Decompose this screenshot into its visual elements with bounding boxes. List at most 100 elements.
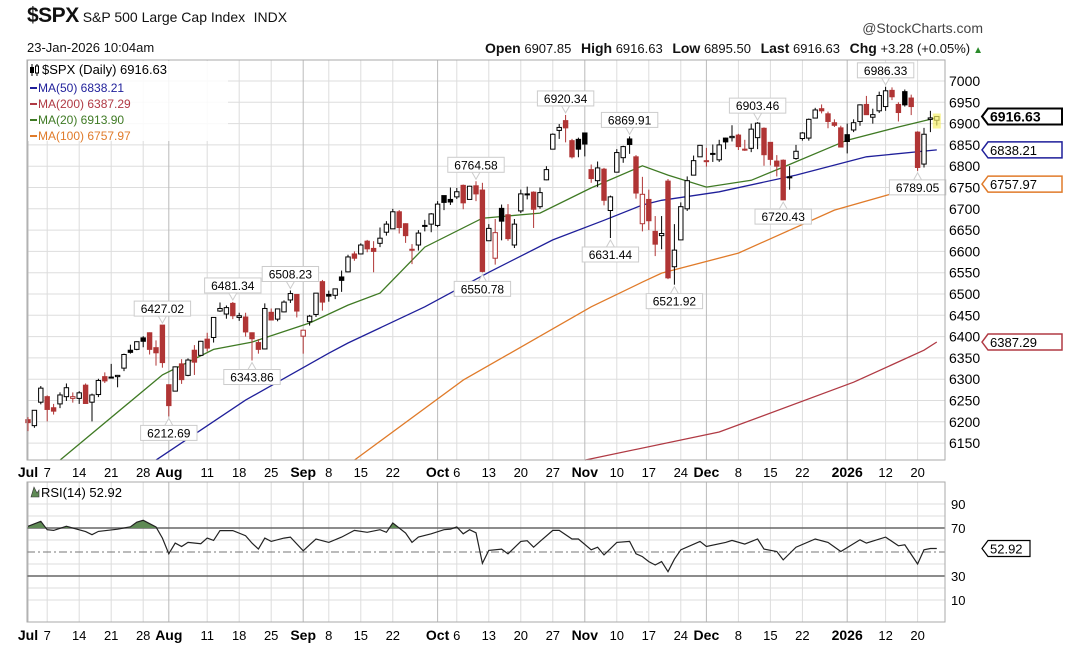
annotation-box — [600, 111, 659, 128]
candle-body — [786, 176, 793, 179]
candle-body — [767, 141, 774, 160]
annotation-pointer — [625, 127, 635, 136]
ma50-tag: 6838.21 — [990, 143, 1037, 158]
candle-body — [882, 90, 889, 108]
annotation-box — [645, 293, 704, 310]
date-tick-label: Dec — [694, 627, 720, 643]
ma100-line — [354, 183, 937, 461]
date-tick-label: 20 — [514, 465, 528, 480]
date-tick-label: 10 — [610, 628, 624, 643]
date-tick-label: Jul — [18, 464, 38, 480]
candle-body — [716, 144, 722, 161]
date-tick-label: 15 — [763, 465, 777, 480]
candle-body — [633, 156, 639, 194]
annotation-pointer — [164, 417, 174, 426]
candle-body — [729, 135, 735, 139]
date-tick-label: 7 — [44, 628, 51, 643]
candle-body — [306, 315, 313, 323]
candle-body — [479, 189, 486, 272]
candle-body — [383, 223, 390, 233]
date-tick-label: Nov — [572, 627, 599, 643]
price-tick-label: 6200 — [949, 414, 980, 430]
candle-body — [121, 353, 127, 369]
candle-body — [300, 329, 306, 337]
date-tick-label: Aug — [155, 464, 182, 480]
candle-body — [441, 195, 447, 203]
candle-body — [281, 301, 287, 313]
candle-body — [722, 137, 729, 143]
date-tick-label: 7 — [44, 465, 51, 480]
candle-body — [582, 132, 588, 145]
date-tick-label: Sep — [290, 464, 316, 480]
annotation-pointer — [753, 112, 763, 122]
candle-body — [396, 211, 402, 229]
candlestick-icon — [30, 64, 39, 76]
candle-body — [678, 206, 684, 241]
date-tick-label: 15 — [354, 465, 368, 480]
candle-body — [370, 247, 377, 252]
date-tick-label: Sep — [290, 627, 316, 643]
low-label: Low — [672, 40, 701, 56]
candle-body — [518, 193, 524, 212]
candle-body — [268, 311, 274, 321]
ma100-tag: 6757.97 — [990, 177, 1037, 192]
legend-ma50: MA(50) 6838.21 — [38, 81, 124, 95]
candle-body — [82, 384, 89, 404]
price-annotations: 6427.02 6212.69 6481.34 6343.86 6508.23 6764.… — [133, 62, 947, 441]
rsi-tick-label: 90 — [951, 497, 965, 512]
last-price-tag-box — [980, 107, 1063, 126]
date-tick-label: 28 — [136, 465, 150, 480]
candle-body — [511, 223, 518, 246]
last-label: Last — [760, 40, 790, 56]
candle-body — [146, 332, 153, 350]
date-tick-label: 20 — [910, 465, 924, 480]
candle-body — [102, 376, 108, 382]
legend-price: $SPX (Daily) 6916.63 — [42, 62, 167, 77]
ma200-line — [584, 341, 938, 461]
date-tick-label: Jul — [18, 627, 38, 643]
candle-body — [345, 256, 351, 273]
candle-body — [876, 94, 882, 112]
annotation-pointer — [881, 77, 891, 86]
up-triangle-icon: ▲ — [973, 45, 983, 56]
candle-body — [895, 103, 902, 114]
date-tick-label: 20 — [514, 628, 528, 643]
annotation-high-label: 6764.58 — [454, 158, 498, 172]
date-tick-label: 12 — [878, 628, 892, 643]
candle-body — [575, 138, 582, 150]
candle-body — [658, 233, 665, 237]
candle-body — [460, 184, 466, 204]
candle-body — [25, 419, 31, 424]
date-tick-label: 12 — [878, 465, 892, 480]
candle-body — [134, 341, 140, 350]
rsi-polyline — [27, 519, 937, 573]
annotation-box — [728, 97, 787, 114]
candle-body — [870, 114, 876, 118]
main-panel-border — [26, 59, 946, 461]
candles — [25, 86, 941, 432]
candle-body — [652, 230, 658, 245]
stockcharts-credit: @StockCharts.com — [862, 20, 983, 36]
price-tick-label: 6850 — [949, 137, 980, 153]
candle-body — [217, 307, 223, 312]
candle-body — [390, 211, 396, 230]
price-tick-label: 6250 — [949, 393, 980, 409]
annotation-pointer — [157, 315, 167, 325]
candle-body — [172, 366, 178, 392]
low-value: 6895.50 — [703, 41, 751, 56]
annotation-pointer — [285, 281, 295, 290]
candle-body — [620, 146, 626, 159]
candle-body — [50, 407, 57, 412]
annotation-pointer — [605, 238, 615, 248]
candle-body — [754, 122, 761, 139]
candle-body — [332, 288, 338, 296]
annotation-box — [133, 300, 192, 317]
candle-body — [294, 293, 300, 312]
candle-body — [166, 384, 172, 407]
candle-body — [31, 409, 38, 427]
chart-title: $SPX S&P 500 Large Cap Index INDX — [27, 4, 287, 28]
high-label: High — [580, 40, 613, 56]
annotation-box — [856, 62, 915, 79]
price-tick-label: 6650 — [949, 222, 980, 238]
legend-ma200: MA(200) 6387.29 — [38, 97, 131, 111]
